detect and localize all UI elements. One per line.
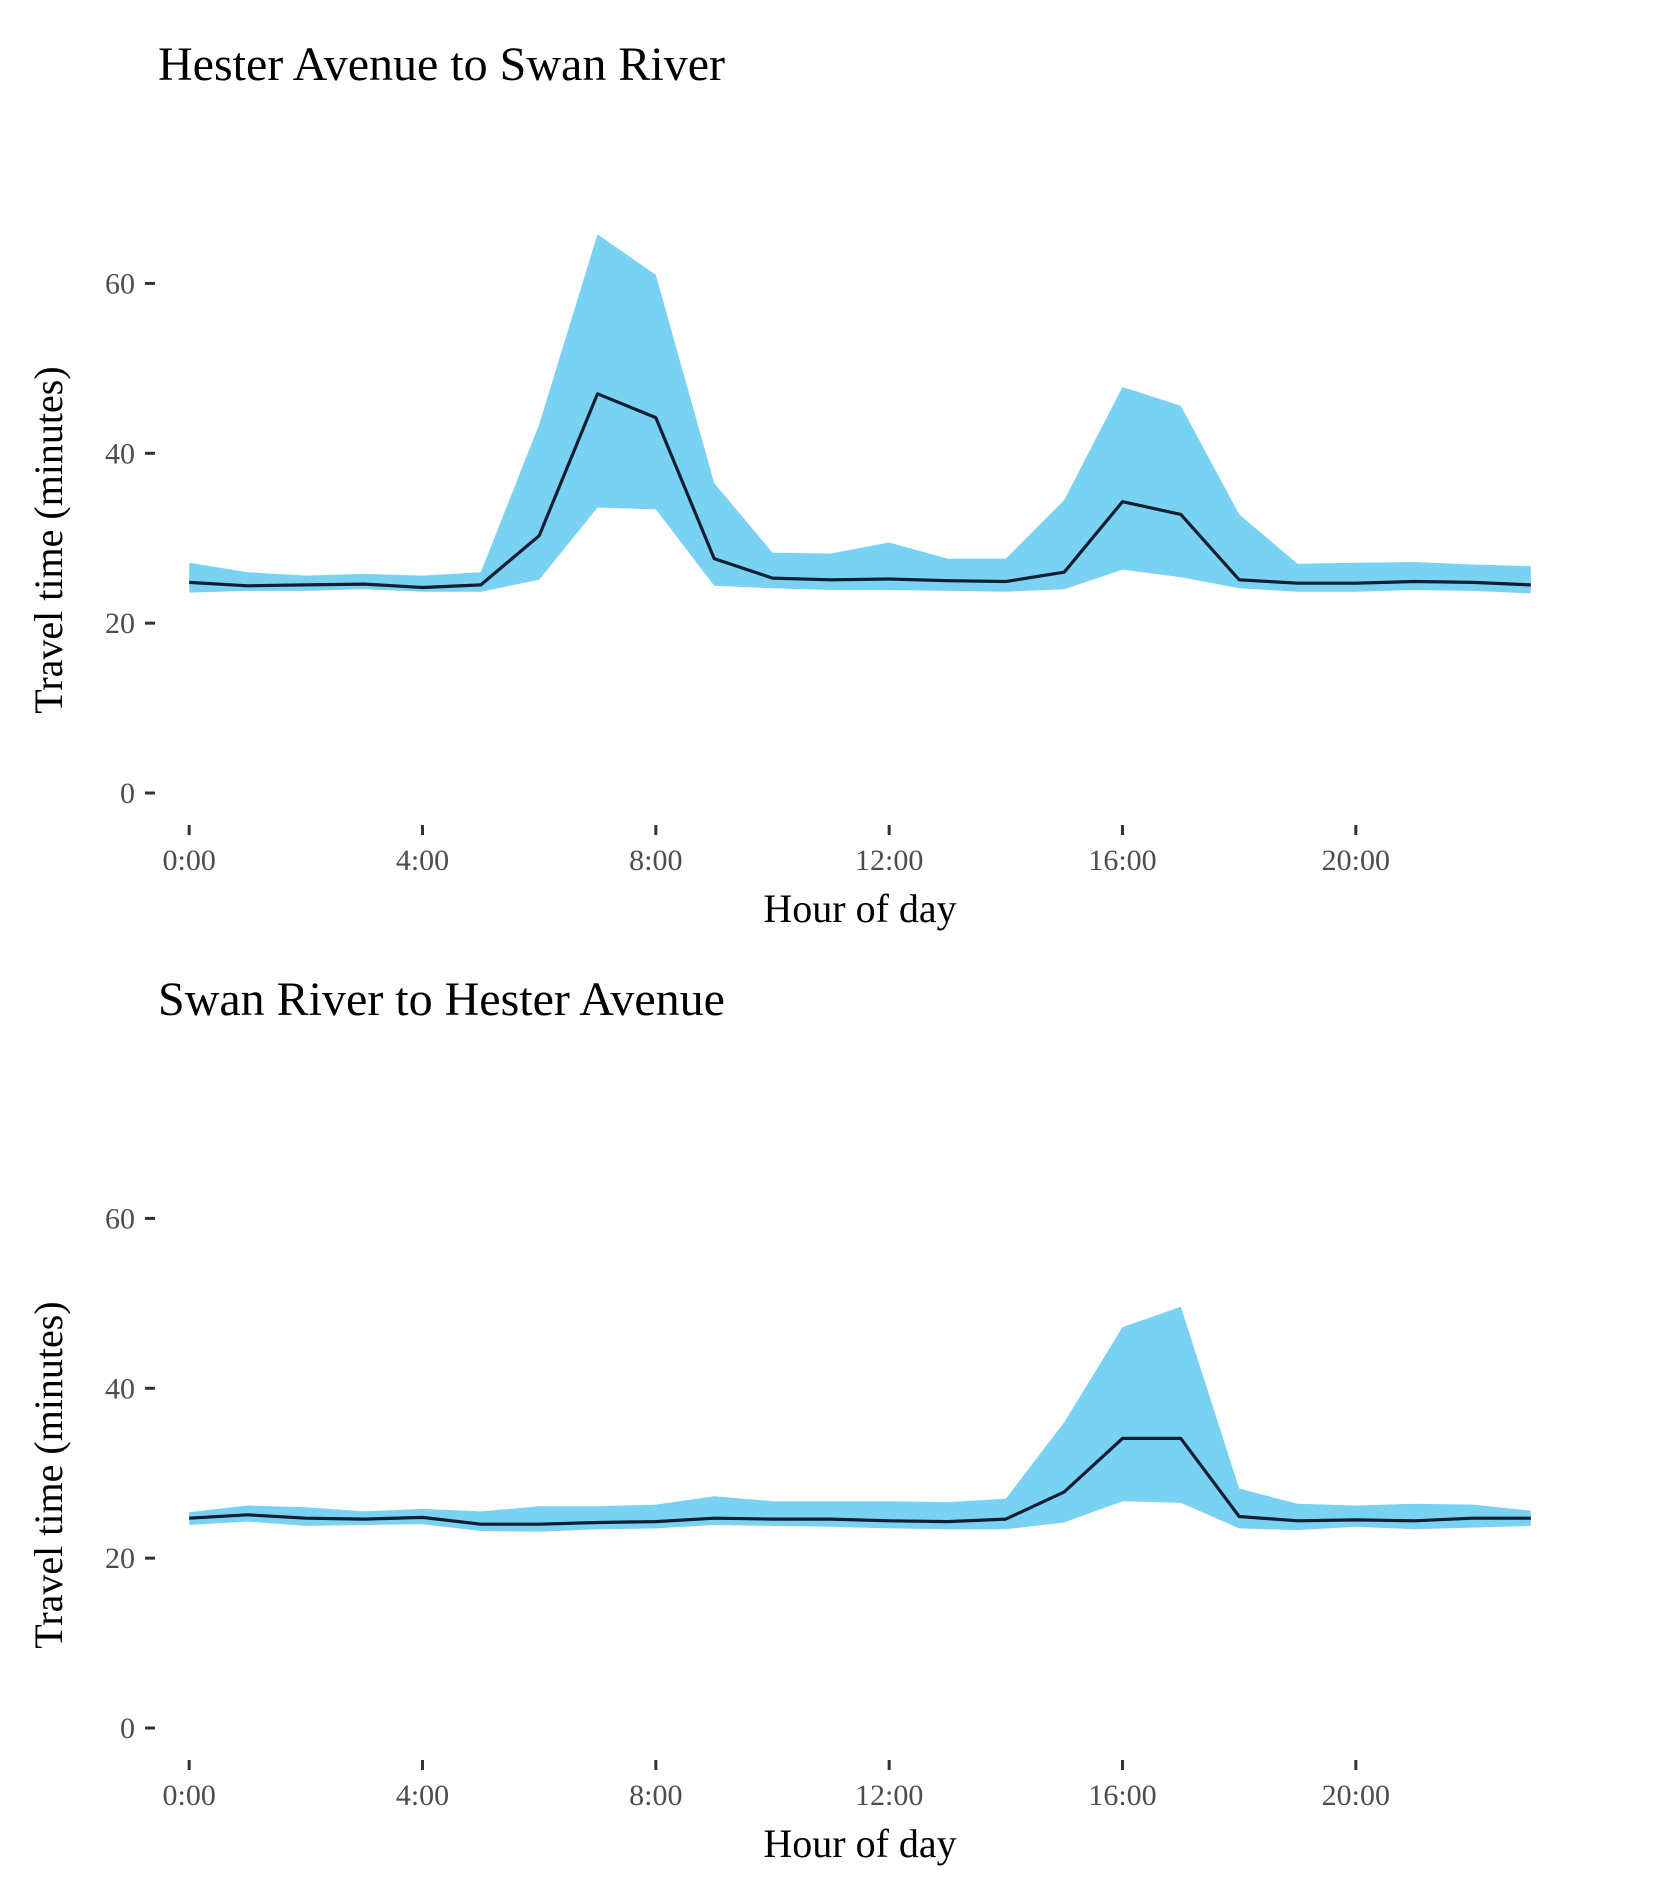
median-line: [189, 1436, 1531, 1526]
x-tick-label: 16:00: [1088, 1779, 1156, 1812]
x-tick-label: 0:00: [162, 844, 215, 877]
ribbon-band: [189, 1306, 1531, 1532]
y-axis-title: Travel time (minutes): [26, 1301, 71, 1648]
chart-title: Swan River to Hester Avenue: [158, 973, 725, 1026]
x-tick-label: 4:00: [396, 1779, 449, 1812]
y-axis-title: Travel time (minutes): [26, 366, 71, 713]
y-tick-label: 40: [105, 437, 135, 470]
x-tick-label: 4:00: [396, 844, 449, 877]
x-tick-label: 8:00: [629, 1779, 682, 1812]
y-tick-label: 0: [120, 1712, 135, 1745]
x-tick-label: 16:00: [1088, 844, 1156, 877]
panel-hester-to-swan: Hester Avenue to Swan River 0 20 40 60 0:00 4:…: [26, 38, 1531, 931]
x-tick-label: 0:00: [162, 1779, 215, 1812]
x-tick-label: 12:00: [855, 1779, 923, 1812]
x-axis-title: Hour of day: [763, 1821, 956, 1866]
panel-swan-to-hester: Swan River to Hester Avenue 0 20 40 60 0:00 4:…: [26, 973, 1531, 1866]
x-tick-label: 20:00: [1322, 844, 1390, 877]
y-tick-label: 20: [105, 607, 135, 640]
y-tick-label: 20: [105, 1542, 135, 1575]
x-tick-label: 12:00: [855, 844, 923, 877]
y-tick-label: 60: [105, 267, 135, 300]
y-tick-label: 40: [105, 1372, 135, 1405]
median-line: [189, 392, 1531, 590]
x-tick-label: 20:00: [1322, 1779, 1390, 1812]
chart-title: Hester Avenue to Swan River: [158, 38, 725, 91]
ribbon-band: [189, 234, 1531, 594]
x-tick-label: 8:00: [629, 844, 682, 877]
y-tick-label: 60: [105, 1202, 135, 1235]
x-axis-title: Hour of day: [763, 886, 956, 931]
y-tick-label: 0: [120, 777, 135, 810]
